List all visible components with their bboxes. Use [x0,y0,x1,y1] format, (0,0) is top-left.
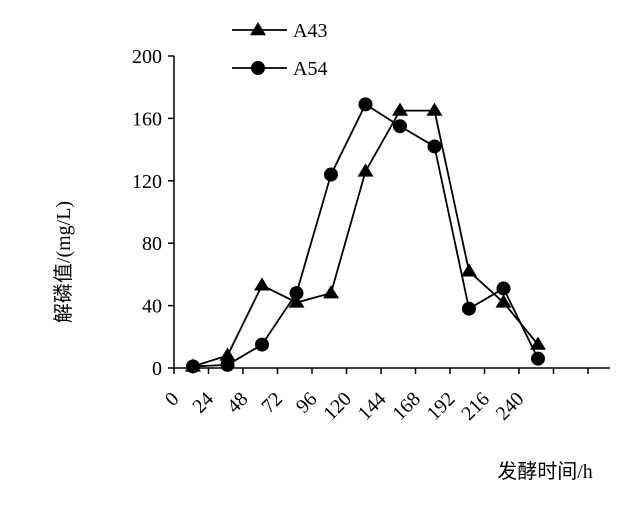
y-tick-label: 200 [132,46,162,68]
data-point [324,167,338,182]
data-point [461,263,477,277]
x-axis-title: 发酵时间/h [497,460,593,483]
series-line-A43 [192,109,539,368]
legend-item-A43: A43 [232,20,327,42]
x-tick-label: 192 [423,388,460,425]
x-tick-label: 96 [292,388,322,418]
data-point [495,294,512,308]
legend-label: A54 [293,58,327,80]
legend-item-A54: A54 [232,58,327,80]
data-point [392,102,408,116]
data-point [186,359,200,374]
x-tick-label: 0 [161,388,184,411]
data-point [220,357,235,372]
data-point [288,294,305,308]
data-point [358,97,373,112]
data-point [254,277,270,291]
x-tick-label: 48 [223,388,253,418]
legend: A43 A54 [232,20,327,80]
series-A43 [185,102,546,372]
x-tick-label: 144 [354,388,391,425]
series-layer [185,97,546,374]
data-point [427,139,442,154]
x-tick-label: 216 [457,388,494,425]
y-axis-title: 解磷值/(mg/L) [52,201,75,323]
series-A54 [186,97,545,374]
data-point [462,301,476,316]
x-tick-label: 168 [388,388,425,425]
series-line-A54 [192,103,539,368]
data-point [357,163,374,177]
legend-marker [250,22,266,36]
legend-label: A43 [293,20,327,42]
y-tick-label: 80 [142,233,162,255]
y-tick-label: 120 [132,171,162,193]
x-tick-label: 240 [492,388,529,425]
data-point [323,285,339,299]
y-tick-label: 0 [152,358,162,380]
data-point [531,351,545,366]
y-tick-label: 160 [132,108,162,130]
x-tick-label: 72 [257,388,287,418]
data-point [530,336,546,350]
data-point [426,102,443,116]
data-point [496,281,511,296]
data-point [219,347,236,361]
y-tick-label: 40 [142,296,162,318]
data-point [255,337,269,352]
x-tick-label: 120 [319,388,356,425]
x-tick-label: 24 [188,388,218,418]
data-point [289,286,304,301]
legend-marker [251,61,265,75]
data-point [393,119,407,134]
